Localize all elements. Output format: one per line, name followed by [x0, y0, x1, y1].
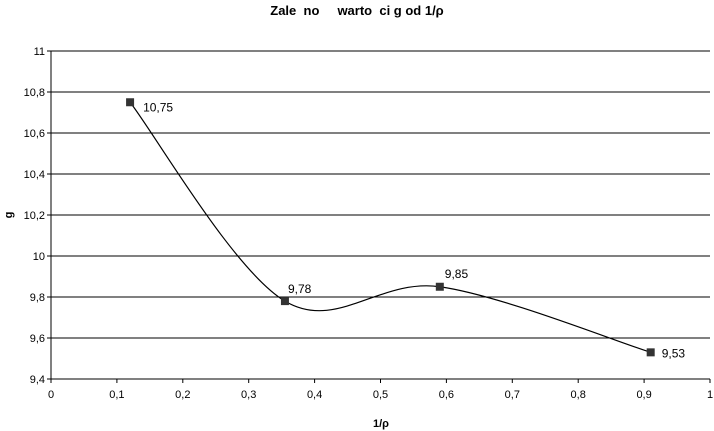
data-point	[280, 297, 289, 306]
x-tick-label: 0,9	[636, 389, 651, 401]
data-point	[646, 348, 655, 357]
data-point	[126, 98, 135, 107]
data-label: 10,75	[143, 100, 173, 114]
x-tick-label: 1	[707, 389, 713, 401]
x-tick-label: 0,1	[109, 389, 124, 401]
x-tick-label: 0,7	[505, 389, 520, 401]
y-axis-label: g	[3, 212, 15, 219]
chart-title: Zale no warto ci g od 1/ρ	[270, 3, 444, 18]
data-point	[435, 282, 444, 291]
data-label: 9,85	[445, 267, 469, 281]
y-axis-ticks: 9,4 9,6 9,8 10 10,2 10,4 10,6 10,8 11	[24, 46, 51, 386]
x-tick-label: 0,6	[439, 389, 454, 401]
x-axis-ticks: 0 0,1 0,2 0,3 0,4 0,5 0,6 0,7 0,8 0,9 1	[48, 379, 713, 401]
x-tick-label: 0,5	[373, 389, 388, 401]
y-tick-label: 9,4	[30, 374, 45, 386]
x-tick-label: 0,8	[571, 389, 586, 401]
series: 10,75 9,78 9,85 9,53	[126, 98, 685, 360]
y-tick-label: 10,4	[24, 169, 45, 181]
x-tick-label: 0,3	[241, 389, 256, 401]
y-tick-label: 10,2	[24, 210, 45, 222]
y-tick-label: 10,8	[24, 87, 45, 99]
y-tick-label: 10,6	[24, 128, 45, 140]
x-axis-label: 1/ρ	[373, 418, 389, 430]
y-tick-label: 9,6	[30, 333, 45, 345]
series-line	[129, 101, 651, 353]
x-tick-label: 0	[48, 389, 54, 401]
x-tick-label: 0,2	[175, 389, 190, 401]
y-tick-label: 10	[33, 251, 45, 263]
y-tick-label: 11	[34, 46, 45, 58]
y-tick-label: 9,8	[30, 292, 45, 304]
data-label: 9,78	[288, 282, 312, 296]
data-label: 9,53	[662, 346, 686, 360]
x-tick-label: 0,4	[307, 389, 322, 401]
